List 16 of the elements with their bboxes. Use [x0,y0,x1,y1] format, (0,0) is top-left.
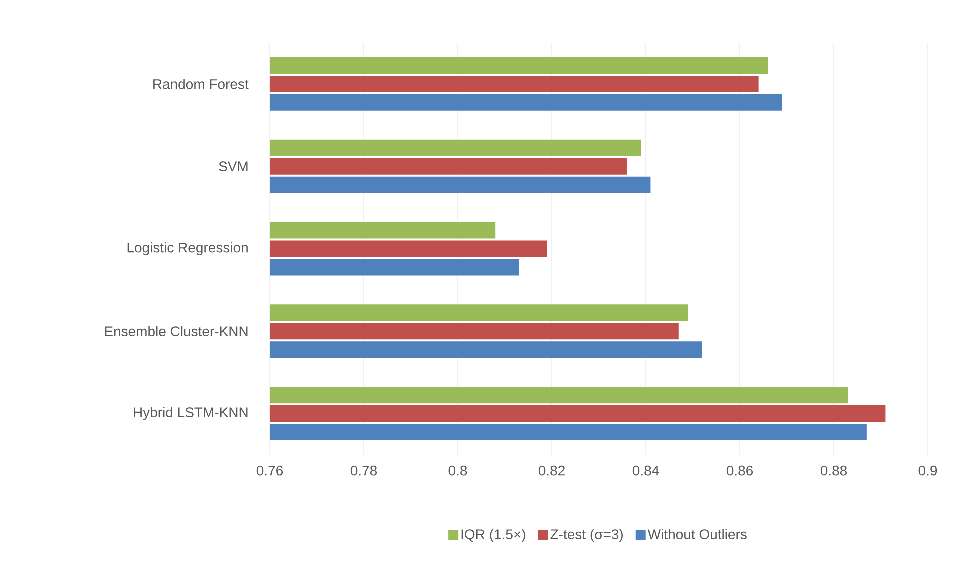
x-tick-label: 0.9 [918,466,938,476]
x-tick-label: 0.8 [448,466,468,476]
legend-label: Z-test (σ=3) [550,529,623,542]
y-tick-label: SVM [219,162,248,172]
legend-label: Without Outliers [648,529,747,540]
y-tick-label: Logistic Regression [128,242,248,256]
x-tick-label: 0.78 [350,466,378,476]
x-tick-label: 0.88 [820,466,848,476]
legend-label: IQR (1.5×) [462,529,526,542]
x-tick-label: 0.82 [538,466,565,476]
x-tick-label: 0.84 [632,466,660,476]
y-tick-label: Ensemble Cluster-KNN [105,326,248,337]
x-tick-label: 0.76 [256,466,284,476]
y-tick-label: Random Forest [154,79,249,90]
x-tick-label: 0.86 [726,466,754,476]
y-tick-label: Hybrid LSTM-KNN [134,407,248,420]
